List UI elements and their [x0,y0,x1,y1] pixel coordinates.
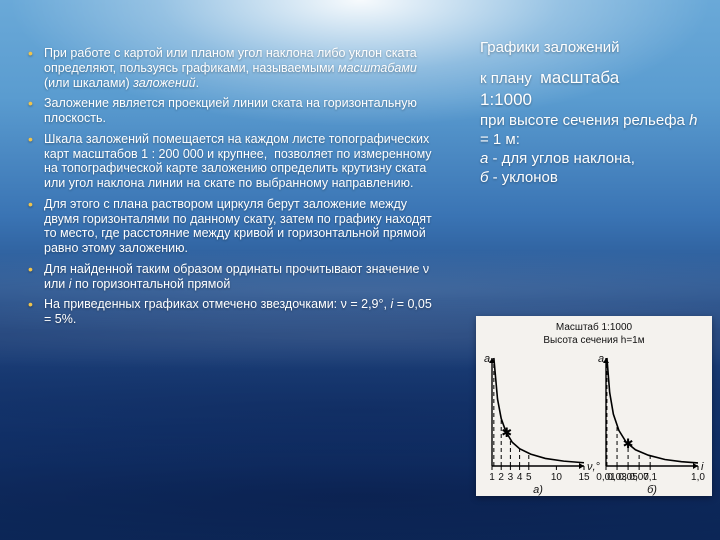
svg-text:a: a [598,353,604,365]
svg-text:1: 1 [489,472,495,483]
bullet-item: Для найденной таким образом ординаты про… [28,262,433,292]
slide: При работе с картой или планом угол накл… [0,0,720,540]
right-text-block: Графики заложений к плану масштаба 1:100… [480,38,700,187]
right-height: при высоте сечения рельефа h = 1 м: [480,111,700,149]
bullet-item: При работе с картой или планом угол накл… [28,46,433,90]
bullet-item: Заложение является проекцией линии ската… [28,96,433,126]
bullet-item: Для этого с плана раствором циркуля беру… [28,197,433,256]
svg-text:3: 3 [508,472,514,483]
svg-text:✱: ✱ [501,425,512,440]
right-line-plan: к плану масштаба [480,67,700,89]
svg-text:5: 5 [526,472,532,483]
svg-text:15: 15 [578,472,590,483]
right-title: Графики заложений [480,38,700,57]
svg-text:2: 2 [498,472,504,483]
svg-text:10: 10 [551,472,563,483]
svg-text:4: 4 [517,472,523,483]
bullet-item: Шкала заложений помещается на каждом лис… [28,132,433,191]
zalozheniya-chart: Масштаб 1:1000Высота сечения h=1мaν,°123… [476,316,712,496]
svg-text:б): б) [647,484,657,496]
svg-text:1,0: 1,0 [691,472,705,483]
svg-text:Высота сечения h=1м: Высота сечения h=1м [543,335,644,346]
svg-text:✱: ✱ [623,436,634,451]
right-a: а - для углов наклона, [480,149,700,168]
svg-text:Масштаб 1:1000: Масштаб 1:1000 [556,321,633,333]
right-ratio: 1:1000 [480,89,700,111]
svg-text:0,1: 0,1 [643,472,657,483]
bullet-item: На приведенных графиках отмечено звездоч… [28,297,433,327]
svg-text:а): а) [533,484,543,496]
svg-text:a: a [484,353,490,365]
right-b: б - уклонов [480,168,700,187]
bullet-list: При работе с картой или планом угол накл… [28,46,433,333]
